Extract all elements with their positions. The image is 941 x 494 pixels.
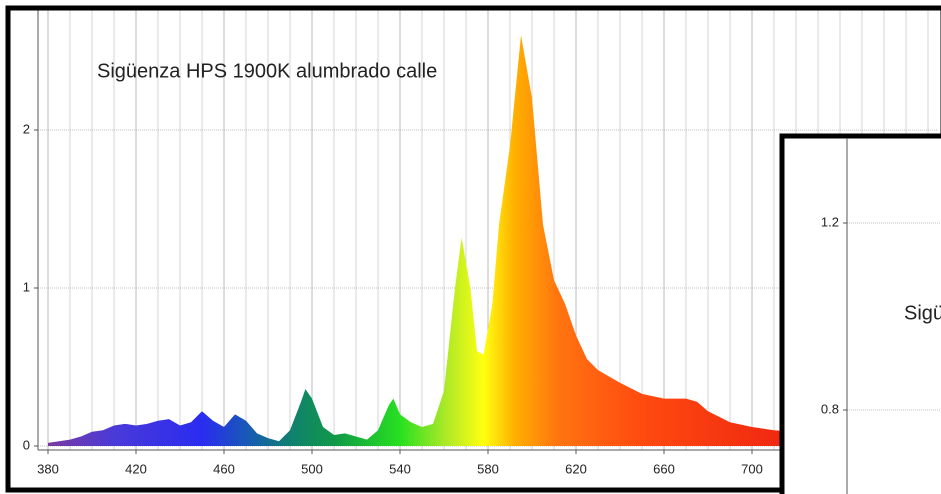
inset-frame — [779, 133, 941, 494]
y-tick-label: 1.2 — [821, 214, 839, 229]
y-tick-label: 2 — [23, 121, 30, 136]
x-tick-label: 580 — [477, 461, 499, 476]
main-chart: 0 1 2 380 420 460 500 540 580 620 660 700 Sigüenza H… — [23, 10, 940, 476]
inset-chart: 0.8 1.2 Sigü — [779, 133, 941, 494]
x-tick-label: 700 — [741, 461, 763, 476]
x-tick-label: 460 — [213, 461, 235, 476]
inset-plot: 0.8 1.2 Sigü — [821, 138, 941, 494]
plot — [38, 10, 938, 450]
chart-title: Sigü — [904, 302, 941, 324]
chart-title: Sigüenza HPS 1900K alumbrado calle — [97, 60, 437, 82]
y-tick-label: 0.8 — [821, 401, 839, 416]
main-frame — [5, 5, 941, 493]
x-tick-label: 620 — [565, 461, 587, 476]
x-tick-label: 540 — [389, 461, 411, 476]
x-tick-label: 660 — [653, 461, 675, 476]
y-tick-label: 0 — [23, 437, 30, 452]
x-tick-label: 420 — [125, 461, 147, 476]
y-tick-label: 1 — [23, 279, 30, 294]
x-tick-label: 380 — [37, 461, 59, 476]
x-tick-label: 500 — [301, 461, 323, 476]
